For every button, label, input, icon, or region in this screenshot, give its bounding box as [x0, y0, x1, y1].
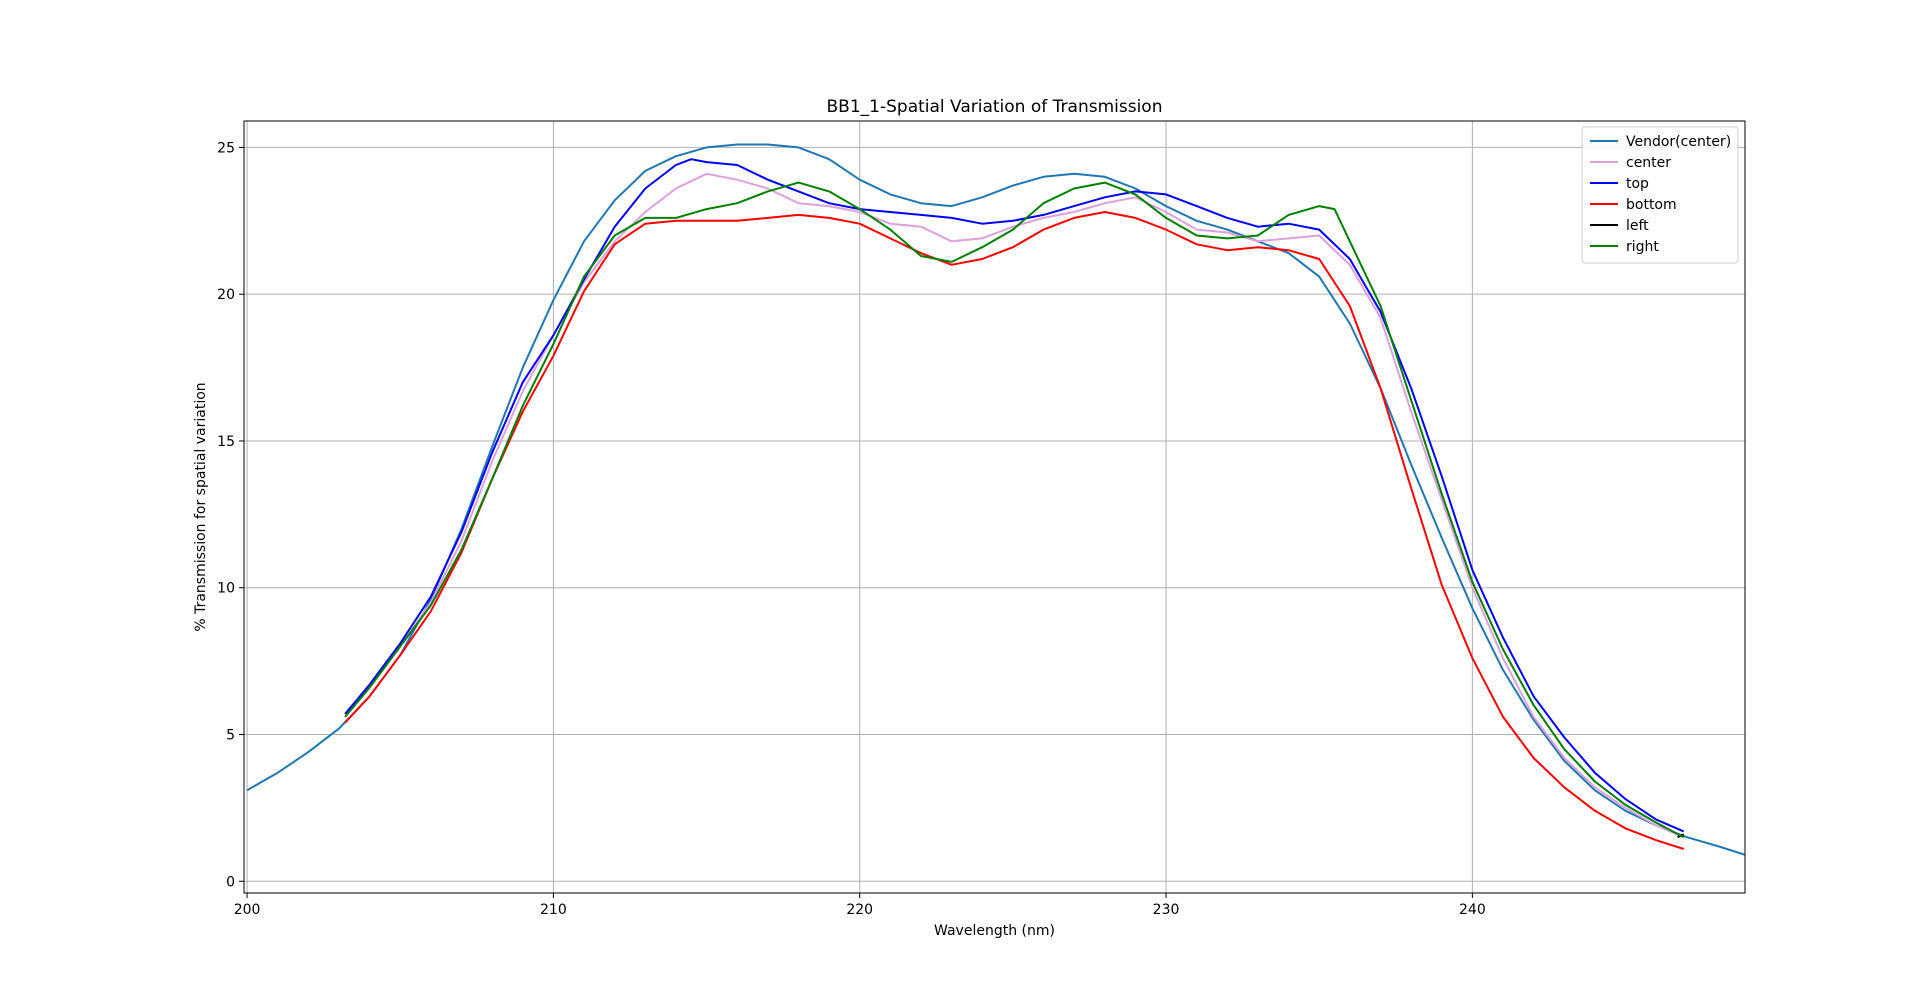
legend-label: center	[1626, 155, 1671, 171]
legend-box	[1581, 126, 1739, 264]
legend: Vendor(center) center top bottom left right	[1581, 126, 1739, 264]
series-line-top	[344, 158, 1685, 833]
y-tick-label: 0	[226, 874, 235, 890]
chart-title: BB1_1-Spatial Variation of Transmission	[827, 97, 1163, 117]
x-tick-label: 240	[1459, 902, 1486, 918]
x-tick-label: 220	[846, 902, 873, 918]
x-tick-label: 210	[540, 902, 567, 918]
series-line-bottom	[344, 211, 1685, 850]
legend-label: bottom	[1626, 197, 1677, 213]
series-lines	[246, 143, 1745, 856]
x-tick-label: 200	[234, 902, 261, 918]
x-tick-label: 230	[1153, 902, 1180, 918]
series-line-vendor-center	[246, 143, 1745, 856]
legend-label: left	[1626, 218, 1649, 234]
axis-ticks: 200 210 220 230 240 0 5 10 15 20 25	[217, 140, 1486, 918]
x-axis-label: Wavelength (nm)	[934, 923, 1055, 939]
y-tick-label: 20	[217, 287, 235, 303]
legend-label: Vendor(center)	[1626, 134, 1731, 150]
y-axis-label: % Transmission for spatial variation	[193, 382, 209, 631]
legend-label: top	[1626, 176, 1649, 192]
y-tick-label: 5	[226, 727, 235, 743]
y-tick-label: 15	[217, 434, 235, 450]
legend-label: right	[1626, 239, 1659, 255]
series-line-right	[344, 181, 1685, 839]
plot-area-frame	[243, 120, 1746, 894]
y-tick-label: 10	[217, 581, 235, 597]
y-tick-label: 25	[217, 140, 235, 156]
